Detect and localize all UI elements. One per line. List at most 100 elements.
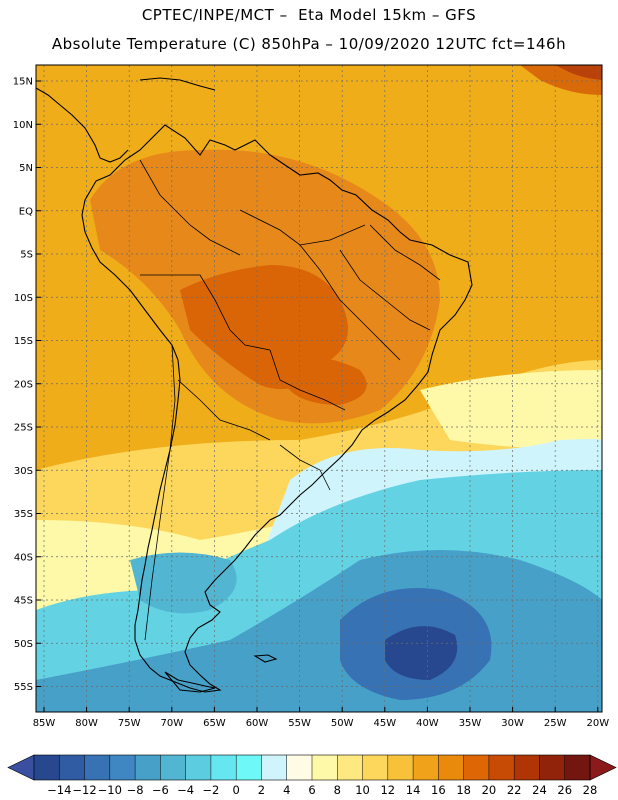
border-bolivia-paraguay [269, 349, 346, 411]
colorbar-tick-label: −8 [127, 783, 144, 797]
lon-tick-label: 65W [203, 718, 226, 729]
border-uruguay [279, 444, 331, 491]
colorbar-tick-label: 6 [308, 783, 315, 797]
lat-tick-label: 50S [14, 639, 33, 650]
lat-tick-label: 20S [14, 379, 33, 390]
lon-tick-label: 35W [459, 718, 482, 729]
colorbar-tick-label: 12 [380, 783, 395, 797]
border-brazil-states-1 [299, 244, 401, 361]
border-brazil-states-2 [339, 249, 431, 331]
colorbar-swatch [463, 755, 490, 780]
lat-tick-label: 40S [14, 552, 33, 563]
colorbar-tick-label: 18 [456, 783, 471, 797]
colorbar-tick-label: 28 [583, 783, 598, 797]
lon-tick-label: 55W [288, 718, 311, 729]
colorbar-swatch [337, 755, 363, 780]
colorbar-tick-label: −6 [152, 783, 169, 797]
field-hot-core-south [280, 356, 367, 405]
lat-tick-label: 10S [14, 293, 33, 304]
chart-title-line-1: CPTEC/INPE/MCT – Eta Model 15km – GFS [141, 6, 477, 24]
lat-tick-label: 55S [14, 682, 33, 693]
lon-tick-label: 80W [75, 718, 98, 729]
lat-tick-label: EQ [19, 206, 33, 217]
coastline-caribbean [139, 77, 216, 91]
lon-tick-label: 40W [416, 718, 439, 729]
colorbar-tick-label: −4 [177, 783, 194, 797]
border-chile-argentina [144, 344, 176, 641]
coastline-south-america [81, 124, 473, 693]
lon-tick-label: 85W [33, 718, 56, 729]
colorbar-tick-label: 20 [482, 783, 497, 797]
chart-title-line-2: Absolute Temperature (C) 850hPa – 10/09/… [51, 35, 567, 53]
border-chile-argentina-north [177, 379, 271, 441]
colorbar-swatch [261, 755, 288, 780]
map-frame [35, 64, 603, 713]
colorbar-over-arrow [589, 754, 617, 781]
colorbar-tick-label: 22 [507, 783, 522, 797]
colorbar-swatch [84, 755, 111, 780]
colorbar-tick-label: 2 [258, 783, 265, 797]
lat-tick-label: 10N [13, 120, 33, 131]
colorbar-tick-label: 24 [532, 783, 547, 797]
colorbar-tick-label: −10 [98, 783, 122, 797]
colorbar-tick-label: −14 [47, 783, 71, 797]
lat-tick-label: 25S [14, 423, 33, 434]
lat-tick-label: 15N [13, 77, 33, 88]
lon-tick-label: 60W [246, 718, 269, 729]
longitude-axis: 85W 80W 75W 70W 65W 60W 55W 50W 45W 40W 35W 30W 25W 2… [33, 707, 609, 729]
colorbar-tick-label: 14 [406, 783, 421, 797]
colorbar-swatch [564, 755, 591, 780]
colorbar-tick-label: 26 [557, 783, 572, 797]
coastline-tierra-del-fuego [164, 671, 216, 693]
colorbar-swatch [488, 755, 515, 780]
colorbar-tick-label: 16 [431, 783, 446, 797]
lon-tick-label: 25W [544, 718, 567, 729]
temperature-field [36, 65, 602, 712]
lon-tick-label: 50W [331, 718, 354, 729]
colorbar-tick-label: 10 [355, 783, 370, 797]
coastline-falklands [253, 654, 278, 663]
lon-tick-label: 75W [118, 718, 141, 729]
colorbar-swatch [413, 755, 439, 780]
colorbar-swatch [387, 755, 414, 780]
colorbar-swatch [514, 755, 540, 780]
border-colombia-peru [139, 159, 241, 256]
lat-tick-label: 5S [20, 250, 33, 261]
colorbar-swatch [185, 755, 212, 780]
field-ne-hotter [555, 65, 602, 80]
colorbar: −14 −12 −10 −8 −6 −4 −2 0 2 4 6 8 10 12 14 16 18 20 22 24 26… [7, 754, 617, 797]
lon-tick-label: 70W [160, 718, 183, 729]
colorbar-swatch [210, 755, 237, 780]
colorbar-under-arrow [7, 754, 35, 781]
border-peru-bolivia [140, 274, 271, 351]
colorbar-swatch [160, 755, 186, 780]
lon-tick-label: 20W [586, 718, 609, 729]
lat-tick-label: 35S [14, 509, 33, 520]
colorbar-swatch [312, 755, 338, 780]
field-pale-patch [420, 370, 602, 450]
border-brazil-states-3 [369, 224, 441, 281]
colorbar-swatch [135, 755, 161, 780]
colorbar-swatch [438, 755, 464, 780]
coastlines [36, 77, 473, 693]
colorbar-tick-label: −2 [202, 783, 219, 797]
colorbar-swatch [59, 755, 85, 780]
lat-tick-label: 5N [19, 163, 33, 174]
colorbar-swatch [236, 755, 262, 780]
colorbar-swatch [362, 755, 389, 780]
field-patagonia-cold [130, 552, 237, 614]
coastline-central-america [36, 87, 129, 163]
field-coldest-core [385, 626, 458, 680]
lat-tick-label: 45S [14, 596, 33, 607]
colorbar-swatch [109, 755, 136, 780]
lon-tick-label: 45W [373, 718, 396, 729]
lat-lon-grid [36, 65, 602, 712]
lat-tick-label: 15S [14, 336, 33, 347]
colorbar-swatch [34, 755, 60, 780]
latitude-axis: 15N 10N 5N EQ 5S 10S 15S 20S 25S 30S 35S 40S 45S 50S 5… [13, 77, 41, 693]
lon-tick-label: 30W [501, 718, 524, 729]
colorbar-tick-label: 0 [233, 783, 240, 797]
colorbar-tick-label: 8 [334, 783, 341, 797]
colorbar-swatch [286, 755, 313, 780]
